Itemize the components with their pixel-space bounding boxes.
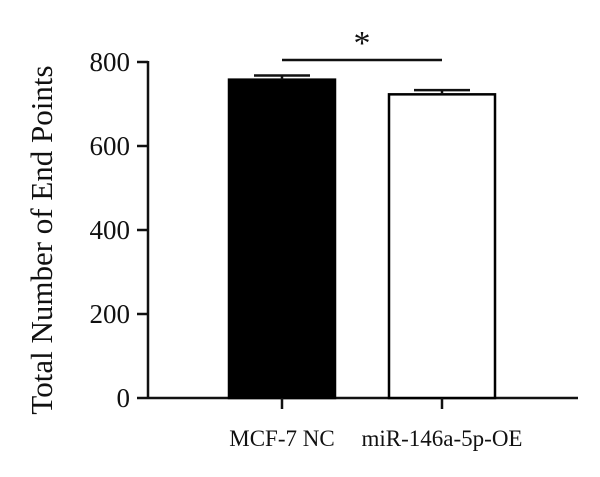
y-tick-label: 800 [90, 47, 131, 77]
bars [227, 78, 497, 409]
axes [146, 61, 578, 400]
x-category-label: miR-146a-5p-OE [362, 426, 523, 451]
significance: * [282, 25, 442, 62]
x-categories: MCF-7 NC miR-146a-5p-OE [229, 426, 522, 451]
significance-label: * [354, 25, 371, 62]
y-tick-label: 400 [90, 215, 131, 245]
y-axis-label-group: Total Number of End Points [24, 65, 59, 414]
error-bars [254, 74, 470, 95]
y-axis-label: Total Number of End Points [24, 65, 59, 414]
bar [387, 93, 497, 400]
y-tick-label: 0 [117, 383, 131, 413]
y-tick-label: 200 [90, 299, 131, 329]
x-category-label: MCF-7 NC [229, 426, 334, 451]
y-tick-label: 600 [90, 131, 131, 161]
bar [227, 78, 337, 400]
y-ticks: 0 200 400 600 800 [90, 47, 148, 413]
